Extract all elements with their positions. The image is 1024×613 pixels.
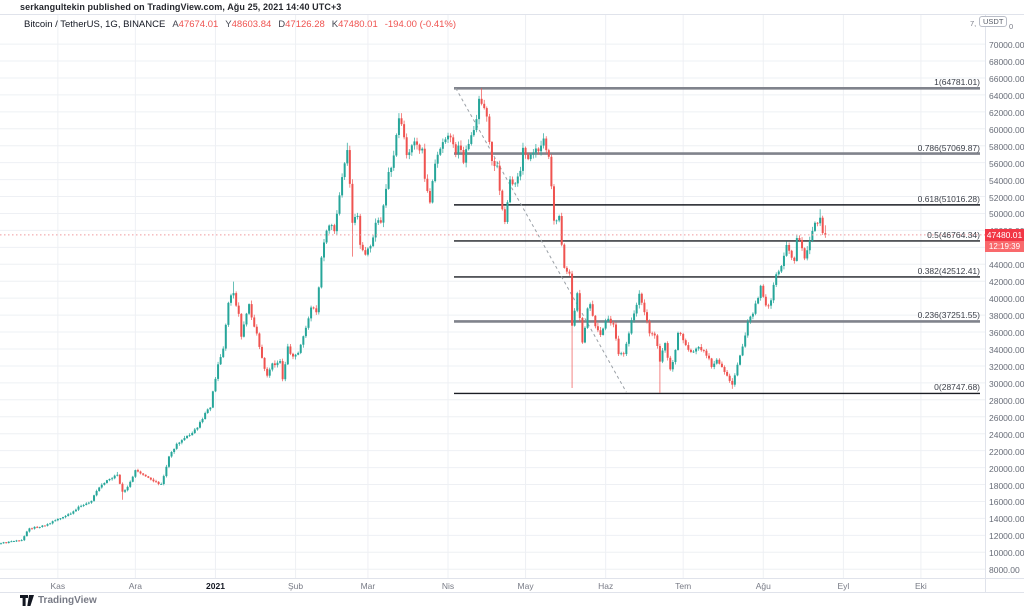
price-axis-label: 36000.00	[989, 328, 1024, 339]
ohlc-values: A47674.01 Y48603.84 D47126.28 K47480.01	[165, 19, 377, 30]
price-axis-label: 8000.00	[989, 565, 1020, 576]
time-axis-label: Kas	[50, 581, 66, 591]
price-axis-label: 34000.00	[989, 345, 1024, 355]
price-axis-label: 40000.00	[989, 294, 1024, 305]
partial-price-digit-right: 0	[1009, 22, 1014, 31]
time-axis-border	[0, 578, 1024, 579]
candles-layer	[0, 88, 827, 545]
tradingview-logo-text: TradingView	[38, 595, 97, 606]
ohlc-label: D	[278, 19, 286, 30]
ohlc-value: 47126.28	[285, 19, 325, 30]
change-value: -194.00 (-0.41%)	[384, 19, 457, 30]
price-axis-label: 24000.00	[989, 429, 1024, 440]
price-axis-label: 52000.00	[989, 192, 1024, 203]
time-axis-label: Ara	[128, 581, 142, 591]
tradingview-logo-icon	[20, 595, 34, 606]
ohlc-value: 47480.01	[338, 19, 378, 30]
price-axis-label: 16000.00	[989, 497, 1024, 508]
ohlc-label: Y	[225, 19, 232, 30]
attribution-text: serkangultekin published on TradingView.…	[20, 2, 342, 12]
frame-border-bottom	[0, 592, 1024, 593]
price-axis-label: 26000.00	[989, 412, 1024, 423]
trendline-dashed[interactable]	[455, 87, 627, 393]
price-axis-label: 60000.00	[989, 124, 1024, 135]
time-axis-label: Tem	[675, 581, 692, 591]
tradingview-logo[interactable]: TradingView	[20, 595, 97, 606]
price-axis-label: 22000.00	[989, 446, 1024, 457]
price-axis-label: 68000.00	[989, 57, 1024, 68]
ohlc-label: A	[172, 19, 179, 30]
price-axis-label: 14000.00	[989, 514, 1024, 525]
fib-label: 0.236(37251.55)	[917, 310, 980, 321]
price-axis-label: 18000.00	[989, 480, 1024, 491]
ohlc-label: K	[331, 19, 339, 30]
grid-layer	[0, 14, 985, 578]
price-axis-label: 58000.00	[989, 141, 1024, 152]
price-axis-label: 50000.00	[989, 209, 1024, 220]
time-axis-label: Ağu	[755, 581, 771, 591]
time-axis-label: May	[517, 581, 534, 591]
price-axis-label: 12000.00	[989, 531, 1024, 542]
price-axis-label: 66000.00	[989, 73, 1024, 84]
fib-label: 0.382(42512.41)	[917, 265, 980, 276]
fib-label: 0(28747.68)	[934, 382, 980, 393]
price-axis-label: 32000.00	[989, 361, 1024, 372]
fib-label: 0.786(57069.87)	[917, 142, 980, 153]
time-axis-label: Eki	[914, 581, 927, 591]
price-axis-label: 44000.00	[989, 260, 1024, 271]
time-axis-label: Mar	[360, 581, 376, 591]
fib-label: 0.5(46764.34)	[927, 229, 980, 240]
price-axis-label: 30000.00	[989, 378, 1024, 389]
time-axis-label: Şub	[288, 581, 304, 591]
price-axis-label: 56000.00	[989, 158, 1024, 169]
price-axis-label: 38000.00	[989, 311, 1024, 322]
time-axis-label: Nis	[441, 581, 455, 591]
price-axis-label: 20000.00	[989, 463, 1024, 474]
time-axis-label: Eyl	[837, 581, 850, 591]
price-axis-label: 10000.00	[989, 548, 1024, 559]
time-axis[interactable]: Kas Ara 2021 Şub Mar Nis May Haz Tem Ağu Eyl Eki	[0, 578, 1024, 592]
time-axis-label: 2021	[206, 581, 225, 591]
symbol-title[interactable]: Bitcoin / TetherUS, 1G, BINANCE	[24, 19, 166, 30]
price-axis[interactable]: 70000.00 68000.00 66000.00 64000.00 62000.00…	[985, 14, 1024, 578]
bar-countdown-label: 12:19:39	[985, 240, 1024, 252]
price-axis-label: 62000.00	[989, 107, 1024, 118]
time-axis-label: Haz	[598, 581, 614, 591]
fib-label: 0.618(51016.28)	[917, 193, 980, 204]
frame-border-top	[0, 14, 1024, 15]
price-axis-label: 64000.00	[989, 90, 1024, 101]
currency-unit-chip[interactable]: USDT	[979, 16, 1008, 27]
price-axis-label: 28000.00	[989, 395, 1024, 406]
price-axis-label: 54000.00	[989, 175, 1024, 186]
fib-label: 1(64781.01)	[934, 77, 980, 88]
ohlc-value: 48603.84	[231, 19, 272, 30]
price-axis-label: 70000.00	[989, 40, 1024, 51]
ohlc-value: 47674.01	[178, 19, 219, 30]
price-axis-border	[985, 14, 986, 592]
legend-row: Bitcoin / TetherUS, 1G, BINANCE A47674.01…	[24, 19, 456, 30]
last-price-label: 47480.01	[985, 228, 1024, 241]
partial-price-digit-left: 7,	[970, 19, 977, 28]
price-axis-label: 42000.00	[989, 277, 1024, 288]
fib-retracement-layer[interactable]	[454, 87, 980, 395]
